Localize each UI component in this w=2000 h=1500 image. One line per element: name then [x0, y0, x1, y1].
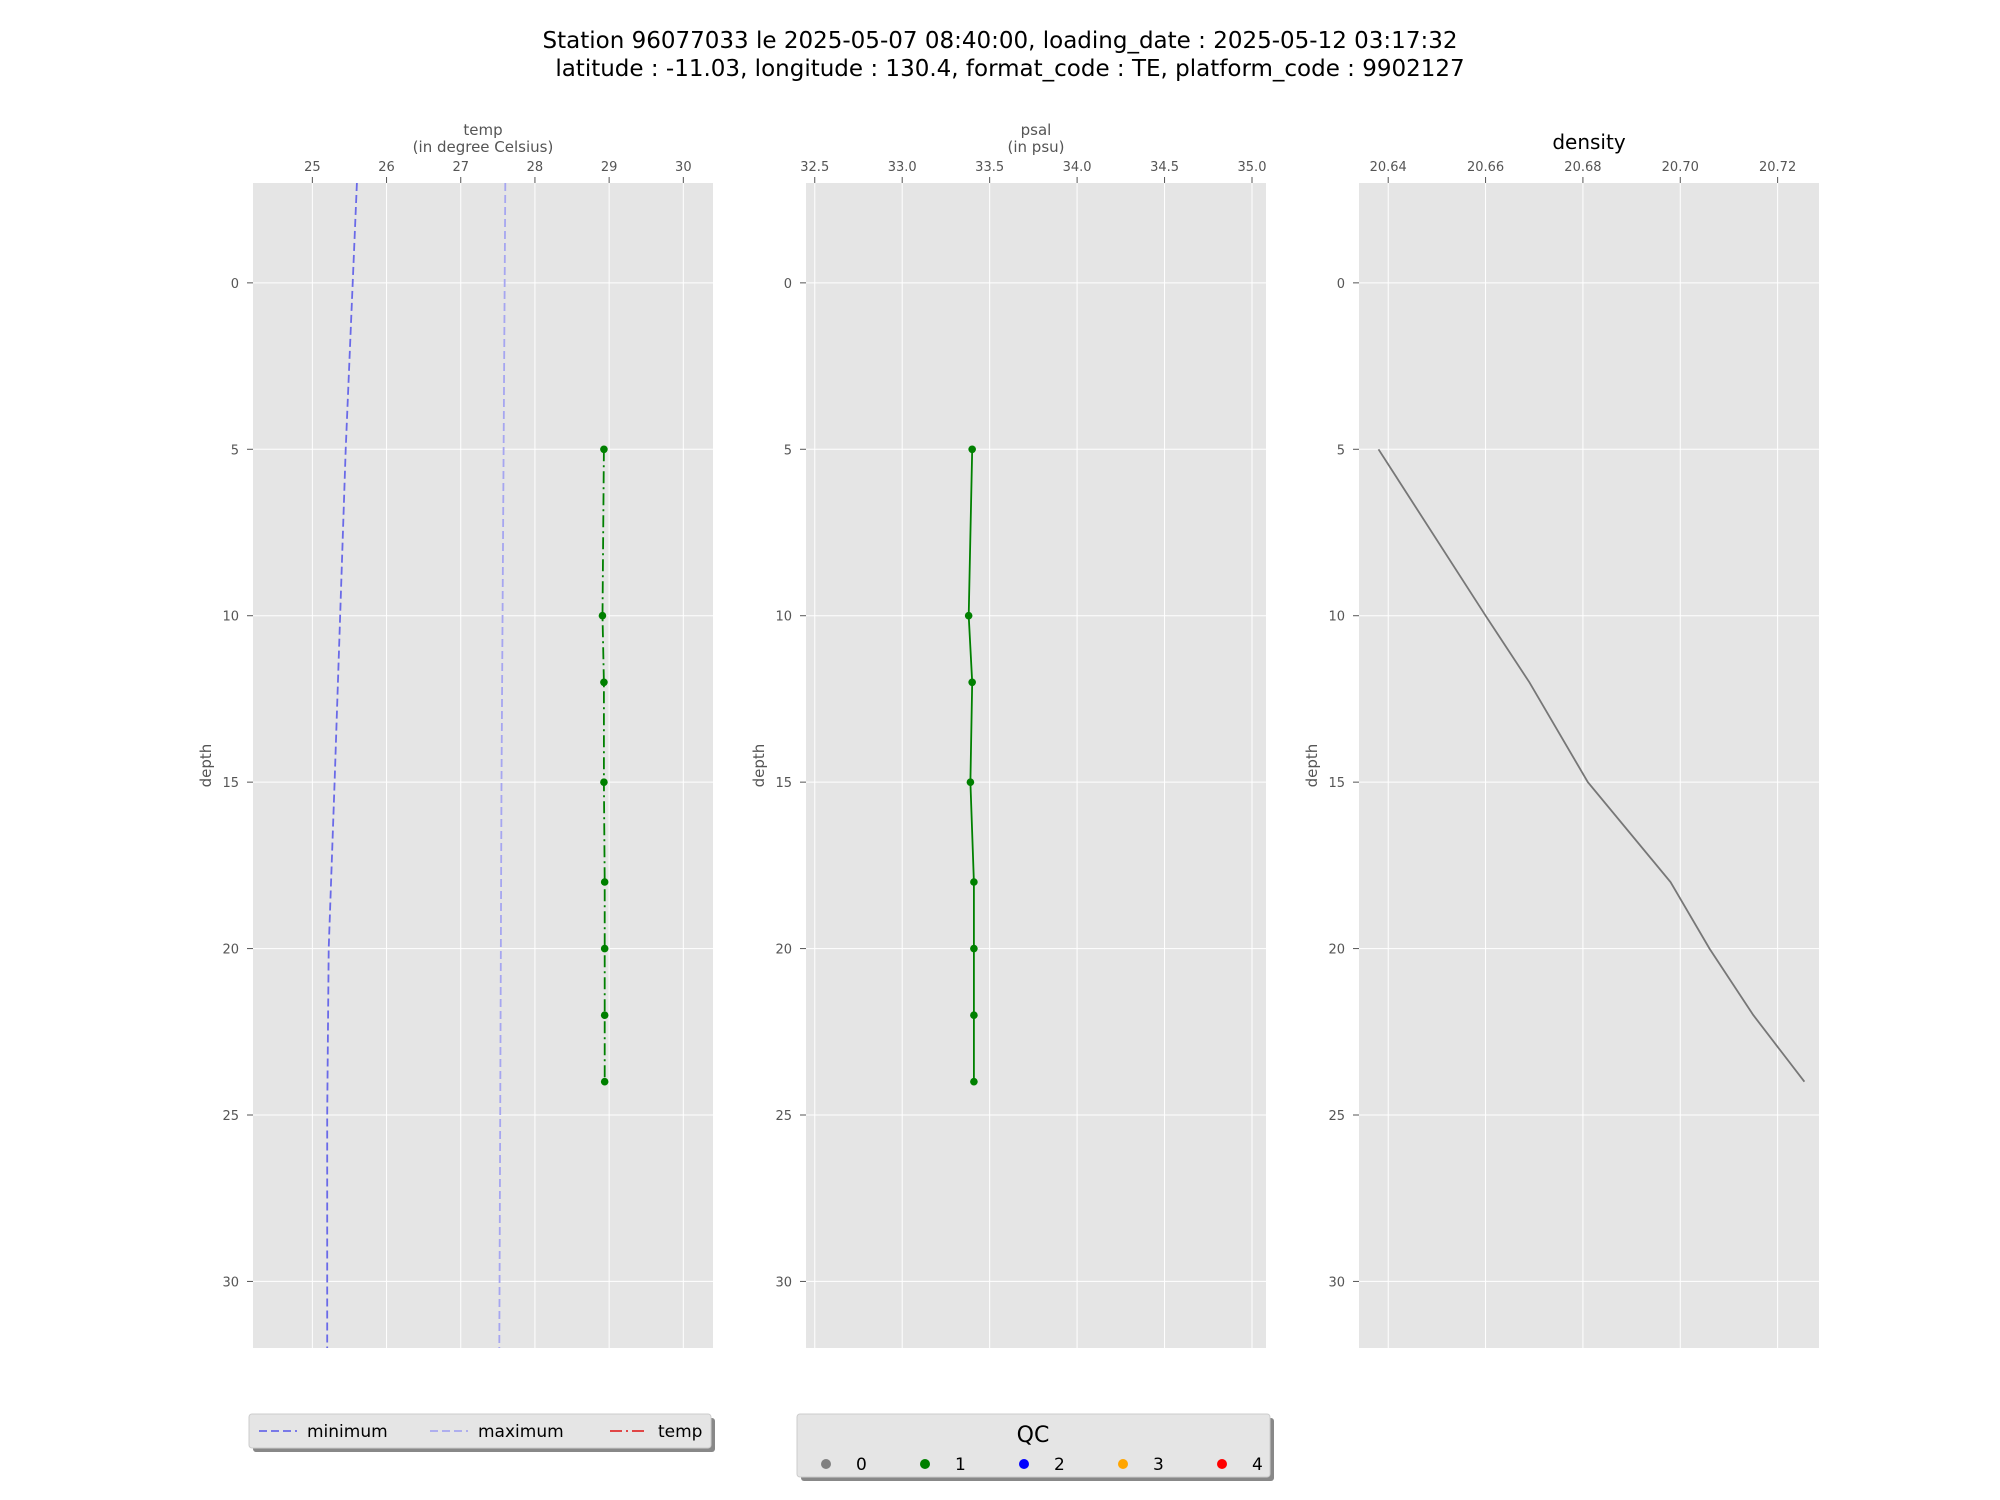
data-point-temp: [600, 878, 609, 886]
y-tick-label: 20: [222, 943, 239, 958]
legend-lines: minimum maximum temp: [248, 1413, 715, 1452]
x-tick-label: 20.68: [1564, 160, 1601, 175]
data-point-psal: [970, 944, 978, 953]
panel-density: 20.64 20.66 20.68 20.70 20.72 0 5 10 15 20 25 30 dep…: [1303, 130, 1819, 1348]
qc-label-1: 1: [955, 1455, 966, 1475]
panel-title-unit: (in degree Celsius): [413, 138, 554, 156]
y-tick-label: 20: [1328, 943, 1345, 958]
qc-label-0: 0: [856, 1455, 867, 1475]
y-axis-label: depth: [1303, 744, 1321, 788]
legend-qc-title: QC: [1017, 1423, 1050, 1448]
panel-title: density: [1552, 130, 1625, 154]
legend-label-temp: temp: [658, 1422, 702, 1442]
data-point-psal: [966, 778, 975, 786]
legend-qc: QC 0 1 2 3 4: [796, 1413, 1274, 1481]
y-tick-label: 10: [775, 610, 792, 625]
y-tick-label: 30: [775, 1275, 792, 1290]
legend-lines-frame: [248, 1413, 712, 1449]
data-point-psal: [970, 1011, 978, 1019]
data-point-temp: [600, 445, 608, 454]
data-point-temp: [600, 1011, 609, 1019]
legend-qc-frame: [796, 1413, 1271, 1478]
x-tick-label: 35.0: [1238, 160, 1267, 175]
figure-title-line-1: Station 96077033 le 2025-05-07 08:40:00,…: [543, 28, 1458, 54]
x-tick-label: 34.0: [1063, 160, 1092, 175]
data-point-temp: [600, 944, 609, 953]
qc-marker-1: [920, 1459, 930, 1469]
data-point-temp: [600, 778, 608, 786]
panel-background: [806, 183, 1266, 1348]
y-tick-label: 25: [1328, 1109, 1345, 1124]
qc-marker-3: [1118, 1459, 1128, 1469]
y-tick-label: 25: [222, 1109, 239, 1124]
y-tick-label: 0: [231, 277, 239, 292]
y-tick-label: 0: [784, 277, 792, 292]
legend-qc-entries: 0 1 2 3 4: [821, 1455, 1263, 1475]
x-tick-label: 26: [378, 160, 395, 175]
panel-title: psal: [1021, 121, 1052, 139]
y-tick-label: 20: [775, 943, 792, 958]
series-line-minimum: [326, 182, 358, 1348]
qc-label-2: 2: [1054, 1455, 1065, 1475]
x-tick-label: 34.5: [1150, 160, 1179, 175]
x-tick-label: 29: [601, 160, 618, 175]
qc-marker-0: [821, 1459, 831, 1469]
panel-background: [1359, 183, 1819, 1348]
data-point-temp: [600, 678, 608, 687]
series-line-density: [1377, 448, 1806, 1083]
panel-temp: 25 26 27 28 29 30 0 5 10 15 20 25 30 depth temp(in deg…: [197, 121, 713, 1349]
panels-group: 25 26 27 28 29 30 0 5 10 15 20 25 30 depth temp(in deg…: [197, 121, 1819, 1349]
x-tick-label: 25: [304, 160, 321, 175]
x-tick-label: 20.64: [1370, 160, 1407, 175]
y-tick-label: 15: [775, 776, 792, 791]
y-tick-label: 15: [222, 776, 239, 791]
series-line-maximum: [498, 182, 507, 1349]
x-tick-label: 33.0: [888, 160, 917, 175]
data-point-psal: [964, 611, 973, 620]
y-tick-label: 5: [1337, 443, 1345, 458]
y-tick-label: 15: [1328, 776, 1345, 791]
qc-marker-2: [1019, 1459, 1029, 1469]
data-point-temp: [598, 611, 607, 620]
data-point-psal: [968, 445, 976, 454]
x-tick-label: 30: [675, 160, 692, 175]
data-point-psal: [968, 678, 976, 687]
x-tick-label: 32.5: [800, 160, 829, 175]
qc-label-4: 4: [1252, 1455, 1263, 1475]
y-tick-label: 5: [231, 443, 239, 458]
figure-title-line-2: latitude : -11.03, longitude : 130.4, fo…: [555, 56, 1464, 82]
panel-title: temp: [463, 121, 502, 139]
x-tick-label: 33.5: [975, 160, 1004, 175]
y-tick-label: 30: [1328, 1275, 1345, 1290]
y-tick-label: 10: [1328, 610, 1345, 625]
y-tick-label: 10: [222, 610, 239, 625]
y-tick-label: 25: [775, 1109, 792, 1124]
x-tick-label: 28: [527, 160, 544, 175]
legend-lines-entries: minimum maximum temp: [259, 1422, 702, 1442]
series-line-psal: [967, 449, 975, 1082]
y-axis-label: depth: [197, 744, 215, 788]
data-point-psal: [970, 1077, 978, 1086]
x-tick-label: 27: [452, 160, 469, 175]
data-point-temp: [600, 1077, 609, 1086]
x-tick-label: 20.72: [1759, 160, 1796, 175]
y-tick-label: 30: [222, 1275, 239, 1290]
x-tick-label: 20.66: [1467, 160, 1504, 175]
legend-label-minimum: minimum: [307, 1422, 388, 1442]
qc-label-3: 3: [1153, 1455, 1164, 1475]
y-axis-label: depth: [750, 744, 768, 788]
series-line-temp: [601, 449, 606, 1082]
panel-title-unit: (in psu): [1008, 138, 1065, 156]
x-tick-label: 20.70: [1662, 160, 1699, 175]
panel-background: [253, 183, 713, 1348]
data-point-psal: [970, 878, 978, 886]
y-tick-label: 5: [784, 443, 792, 458]
qc-marker-4: [1217, 1459, 1227, 1469]
panel-psal: 32.5 33.0 33.5 34.0 34.5 35.0 0 5 10 15 20 25 30 dept…: [750, 121, 1266, 1348]
y-tick-label: 0: [1337, 277, 1345, 292]
legend-label-maximum: maximum: [478, 1422, 564, 1442]
